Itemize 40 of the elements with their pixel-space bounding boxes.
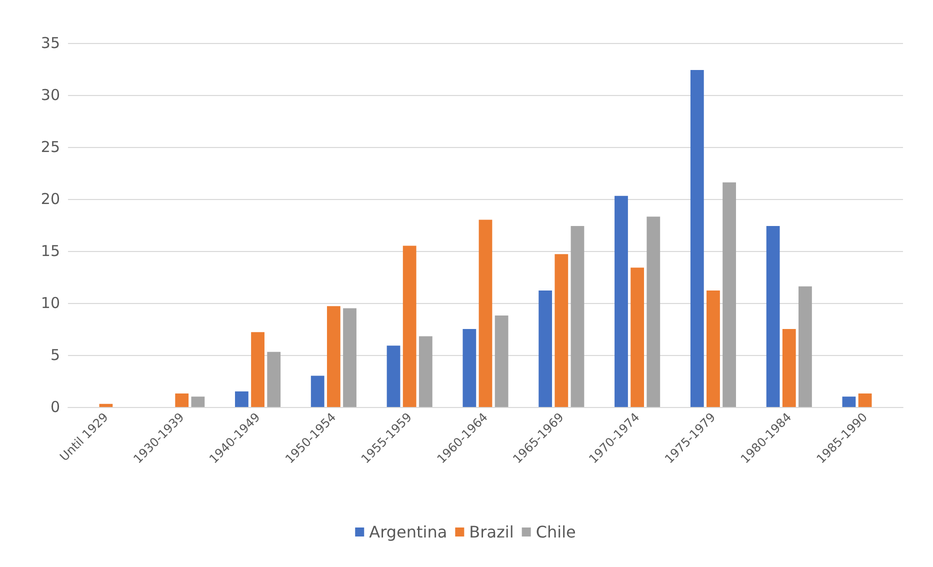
legend-label: Chile: [536, 522, 576, 542]
bar: [646, 216, 660, 407]
bar: [690, 70, 704, 407]
y-tick-label: 25: [40, 138, 60, 156]
y-tick-label: 0: [50, 398, 60, 416]
y-tick-label: 5: [50, 346, 60, 364]
bar: [326, 306, 340, 407]
bar: [570, 226, 584, 407]
bar: [554, 254, 568, 407]
bar: [722, 182, 736, 407]
bar: [614, 196, 628, 407]
y-tick-label: 30: [40, 86, 60, 104]
bar: [798, 286, 812, 407]
bar: [766, 226, 780, 407]
bar: [343, 308, 356, 407]
bar: [478, 220, 492, 407]
bar: [858, 393, 872, 407]
bar: [782, 329, 796, 407]
bar: [99, 404, 113, 407]
bar: [191, 396, 205, 407]
bar: [251, 332, 264, 407]
y-tick-label: 35: [40, 34, 60, 52]
bar: [842, 396, 856, 407]
bar: [310, 376, 324, 407]
bar: [418, 336, 432, 407]
bar: [706, 290, 720, 407]
bar: [235, 391, 248, 407]
legend-label: Argentina: [369, 522, 448, 542]
bar: [386, 346, 400, 407]
y-tick-label: 20: [40, 190, 60, 208]
bar: [630, 268, 644, 407]
bar: [402, 246, 416, 407]
bar: [175, 393, 189, 407]
y-tick-label: 10: [40, 294, 60, 312]
bar: [494, 315, 508, 407]
bar: [462, 329, 476, 407]
legend-label: Brazil: [469, 522, 514, 542]
y-tick-label: 15: [40, 242, 60, 260]
bar: [267, 352, 281, 407]
bar: [538, 290, 552, 407]
